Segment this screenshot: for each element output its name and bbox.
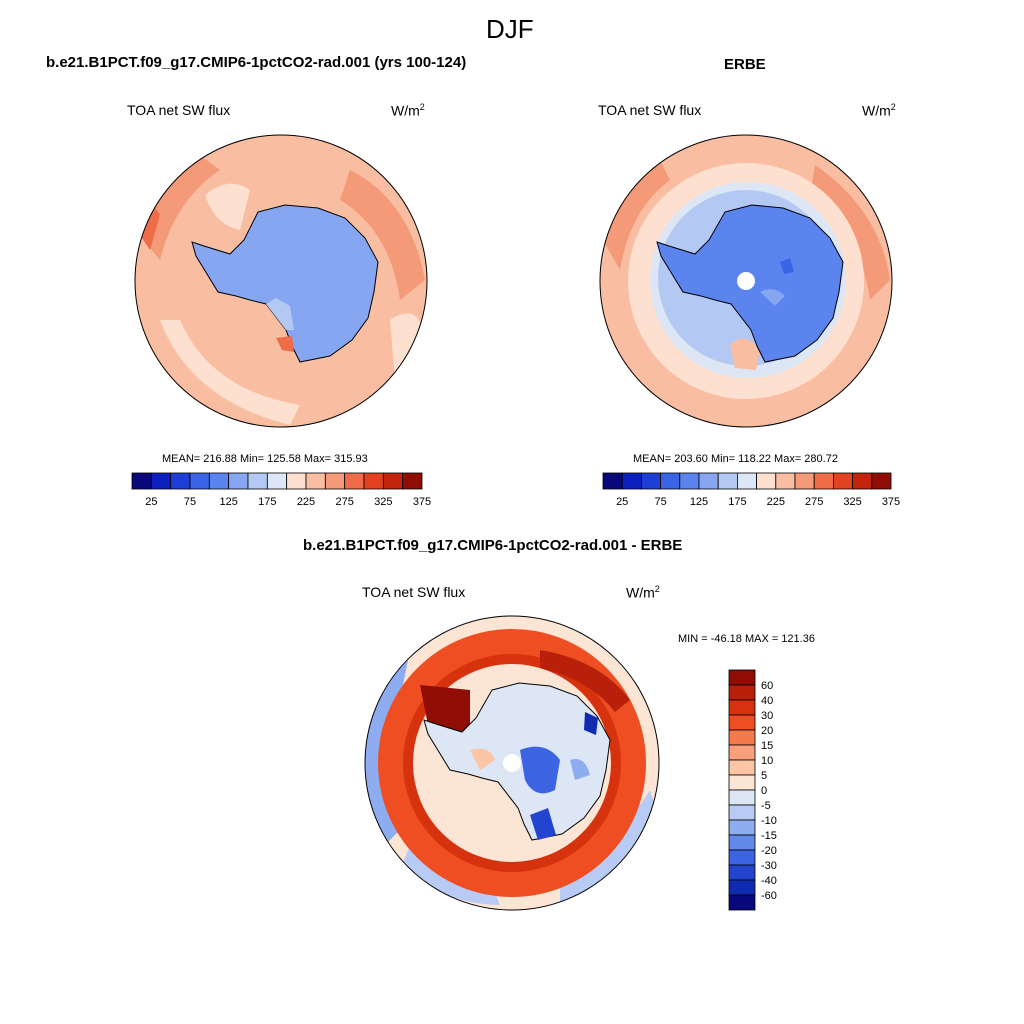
panel1-colorbar-tick-label: 225	[297, 496, 315, 508]
panel1-colorbar-swatch	[382, 472, 404, 490]
panel3-units-label: W/m2	[626, 584, 660, 601]
panel1-case-title: b.e21.B1PCT.f09_g17.CMIP6-1pctCO2-rad.00…	[46, 54, 467, 71]
panel3-colorbar-swatch	[728, 774, 756, 791]
panel1-colorbar-swatch	[266, 472, 288, 490]
panel2-colorbar-tick-label: 225	[767, 496, 785, 508]
panel2-colorbar-swatch	[698, 472, 719, 490]
panel1-colorbar-tick-label: 125	[219, 496, 237, 508]
panel3-colorbar-tick-label: 0	[761, 785, 767, 797]
panel3-colorbar-tick-label: -10	[761, 815, 777, 827]
panel3-colorbar-tick-label: -5	[761, 800, 771, 812]
panel3-colorbar-swatch	[728, 834, 756, 851]
panel3-colorbar-tick-label: 15	[761, 740, 773, 752]
panel2-colorbar-swatch	[813, 472, 834, 490]
panel3-colorbar-swatch	[728, 849, 756, 866]
panel2-colorbar-swatch	[871, 472, 892, 490]
panel3-colorbar-tick-label: 30	[761, 710, 773, 722]
panel2-colorbar-swatch	[602, 472, 623, 490]
panel2-variable-label: TOA net SW flux	[598, 102, 702, 118]
panel2-colorbar-tick-label: 175	[728, 496, 746, 508]
panel2-colorbar-tick-label: 75	[654, 496, 666, 508]
panel3-variable-label: TOA net SW flux	[362, 584, 466, 600]
panel2-units-label: W/m2	[862, 102, 896, 119]
antarctica-shape	[423, 682, 611, 841]
panel1-colorbar-tick-label: 75	[184, 496, 196, 508]
panel1-colorbar-tick-label: 375	[413, 496, 431, 508]
panel1-variable-label: TOA net SW flux	[127, 102, 231, 118]
panel3-colorbar-swatch	[728, 789, 756, 806]
panel1-colorbar-swatch	[131, 472, 152, 490]
panel3-colorbar-swatch	[728, 819, 756, 836]
panel1-colorbar-swatch	[189, 472, 210, 490]
panel2-colorbar-tick-label: 325	[843, 496, 861, 508]
panel2-colorbar-swatch	[660, 472, 681, 490]
panel3-colorbar-swatch	[728, 684, 756, 701]
panel2-colorbar-tick-label: 375	[882, 496, 900, 508]
panel3-colorbar-tick-label: -15	[761, 830, 777, 842]
panel1-colorbar-swatch	[324, 472, 346, 490]
panel3-colorbar-swatch	[728, 714, 756, 731]
panel2-colorbar-swatch	[737, 472, 758, 490]
panel1-colorbar-tick-label: 25	[145, 496, 157, 508]
panel1-colorbar-tick-label: 175	[258, 496, 276, 508]
panel1-colorbar-swatch	[344, 472, 365, 490]
panel2-colorbar-swatch	[756, 472, 777, 490]
panel3-colorbar-tick-label: -60	[761, 890, 777, 902]
panel2-colorbar-swatch	[852, 472, 873, 490]
panel3-colorbar-tick-label: 60	[761, 680, 773, 692]
panel3-colorbar-swatch	[728, 729, 756, 746]
panel2-colorbar-swatch	[717, 472, 738, 490]
panel1-stats: MEAN= 216.88 Min= 125.58 Max= 315.93	[162, 453, 368, 465]
panel3-colorbar-swatch	[728, 879, 756, 896]
panel1-colorbar-swatch	[170, 472, 191, 490]
panel3-colorbar-tick-label: 5	[761, 770, 767, 782]
panel2-colorbar-swatch	[775, 472, 796, 490]
panel3-stats: MIN = -46.18 MAX = 121.36	[678, 633, 815, 645]
panel3-colorbar-swatch	[728, 744, 756, 761]
panel2-colorbar-swatch	[679, 472, 700, 490]
panel3-case-title: b.e21.B1PCT.f09_g17.CMIP6-1pctCO2-rad.00…	[303, 537, 683, 554]
panel1-colorbar-tick-label: 275	[335, 496, 353, 508]
antarctica-shape	[191, 204, 379, 363]
panel1-colorbar-swatch	[247, 472, 268, 490]
panel2-colorbar-tick-label: 25	[616, 496, 628, 508]
panel1-colorbar-swatch	[208, 472, 230, 490]
panel3-colorbar-swatch	[728, 699, 756, 716]
panel3-colorbar-tick-label: -30	[761, 860, 777, 872]
panel3-colorbar-swatch	[728, 864, 756, 881]
panel2-colorbar-swatch	[621, 472, 642, 490]
panel1-colorbar-swatch	[228, 472, 249, 490]
panel3-colorbar-tick-label: -20	[761, 845, 777, 857]
panel2-colorbar-swatch	[794, 472, 815, 490]
panel3-colorbar-swatch	[728, 759, 756, 776]
figure-title: DJF	[486, 14, 534, 44]
panel3-colorbar-tick-label: 20	[761, 725, 773, 737]
panel3-colorbar-tick-label: 10	[761, 755, 773, 767]
panel2-colorbar-swatch	[833, 472, 854, 490]
panel1-colorbar-tick-label: 325	[374, 496, 392, 508]
panel2-case-title: ERBE	[724, 56, 766, 73]
panel2-colorbar-tick-label: 125	[690, 496, 708, 508]
panel3-colorbar-tick-label: -40	[761, 875, 777, 887]
panel1-colorbar-swatch	[402, 472, 423, 490]
panel3-colorbar-tick-label: 40	[761, 695, 773, 707]
panel1-colorbar-swatch	[363, 472, 384, 490]
panel1-colorbar-swatch	[305, 472, 326, 490]
panel1-colorbar-swatch	[286, 472, 307, 490]
panel1-colorbar-swatch	[150, 472, 172, 490]
panel2-stats: MEAN= 203.60 Min= 118.22 Max= 280.72	[633, 453, 838, 465]
antarctica-shape	[656, 204, 844, 363]
panel1-units-label: W/m2	[391, 102, 425, 119]
panel3-colorbar-swatch	[728, 804, 756, 821]
panel3-colorbar-swatch	[728, 669, 756, 686]
panel2-colorbar-tick-label: 275	[805, 496, 823, 508]
panel3-colorbar-swatch	[728, 894, 756, 911]
panel2-colorbar-swatch	[641, 472, 662, 490]
